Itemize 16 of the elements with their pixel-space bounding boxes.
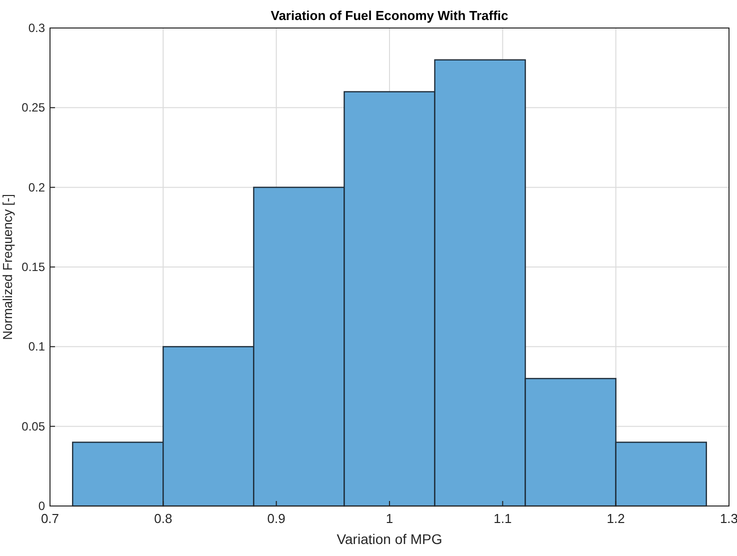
y-tick-label: 0.2 [28, 180, 46, 194]
y-tick-label: 0.05 [22, 419, 46, 434]
chart-title: Variation of Fuel Economy With Traffic [270, 8, 508, 23]
x-tick-label: 1.1 [494, 511, 512, 526]
x-axis-title: Variation of MPG [336, 531, 442, 547]
x-tick-label: 0.9 [267, 511, 286, 526]
x-tick-label: 1 [386, 511, 394, 526]
y-tick-label: 0 [38, 499, 46, 513]
y-tick-label: 0.15 [22, 260, 46, 274]
x-tick-label: 0.8 [154, 511, 172, 526]
y-tick-label: 0.1 [28, 340, 46, 354]
y-tick-label: 0.25 [22, 100, 46, 115]
x-tick-label: 1.2 [606, 511, 625, 526]
y-axis-title: Normalized Frequency [-] [0, 194, 15, 340]
y-tick-label: 0.3 [28, 21, 46, 35]
x-tick-label: 0.7 [40, 511, 60, 526]
